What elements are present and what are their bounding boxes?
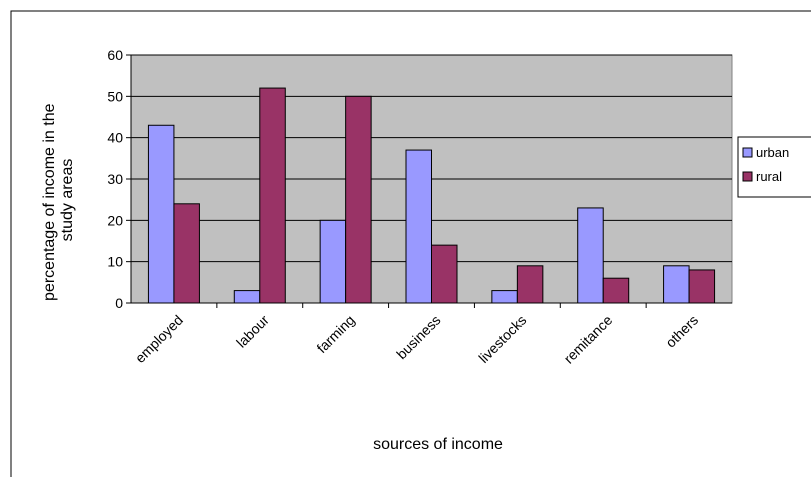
y-tick-label: 0 bbox=[115, 295, 123, 311]
bar-rural-remitance bbox=[602, 277, 630, 304]
bar-urban-farming bbox=[319, 219, 347, 304]
legend-label-urban: urban bbox=[756, 145, 789, 160]
bar-rural-others bbox=[688, 269, 716, 304]
y-axis-title: percentage of income in the study areas bbox=[41, 99, 76, 301]
legend-swatch-rural bbox=[742, 171, 753, 182]
legend: urban rural bbox=[737, 136, 811, 198]
y-tick-label: 20 bbox=[107, 212, 123, 228]
y-tick-label: 50 bbox=[107, 88, 123, 104]
legend-label-rural: rural bbox=[756, 169, 782, 184]
bar-rural-livestocks bbox=[516, 265, 544, 304]
bar-rural-farming bbox=[345, 95, 372, 304]
x-axis-title: sources of income bbox=[373, 436, 503, 453]
y-tick-label: 60 bbox=[107, 47, 123, 63]
y-tick-label: 10 bbox=[107, 254, 123, 270]
bars bbox=[147, 87, 716, 308]
y-axis-ticks: 0 10 20 30 40 50 60 bbox=[107, 47, 131, 311]
bar-rural-business bbox=[431, 244, 458, 304]
y-axis-title-line-2: study areas bbox=[59, 159, 76, 242]
bar-urban-remitance bbox=[577, 207, 604, 304]
legend-box bbox=[737, 136, 811, 198]
bar-urban-labour bbox=[233, 290, 261, 304]
bar-urban-livestocks bbox=[491, 290, 518, 304]
y-tick-label: 40 bbox=[107, 130, 123, 146]
legend-swatch-urban bbox=[742, 147, 753, 158]
y-axis-title-line-1: percentage of income in the bbox=[41, 103, 58, 301]
bar-urban-business bbox=[405, 149, 432, 304]
bar-rural-labour bbox=[259, 87, 286, 304]
y-tick-label: 30 bbox=[107, 171, 123, 187]
bar-urban-others bbox=[663, 265, 690, 304]
bar-rural-employed bbox=[173, 203, 200, 304]
bar-urban-employed bbox=[147, 124, 175, 304]
